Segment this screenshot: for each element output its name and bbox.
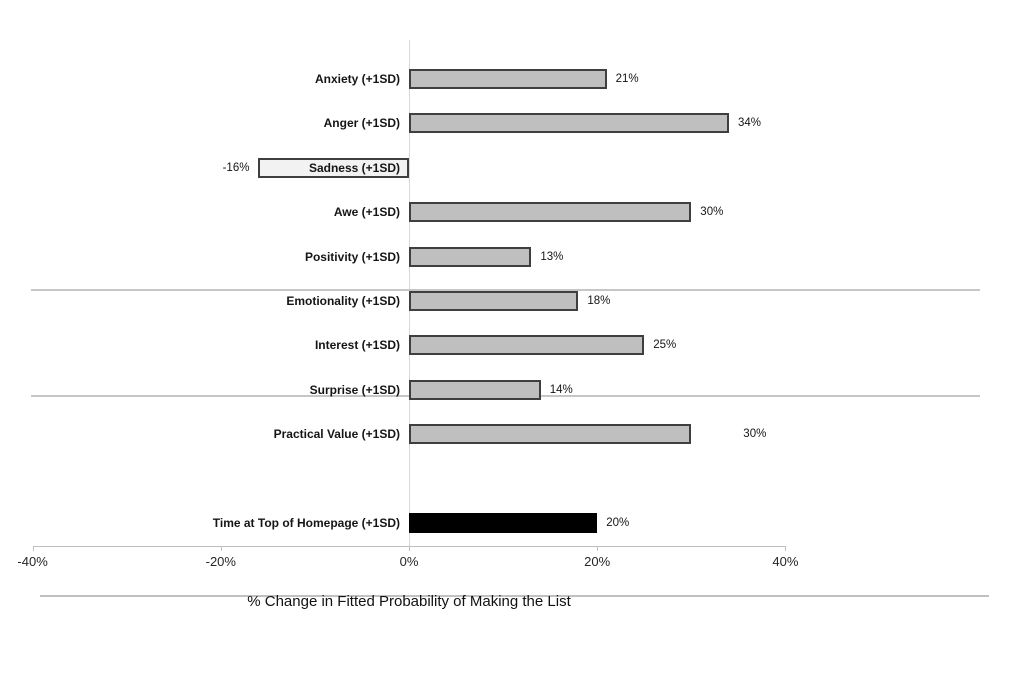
x-axis-tick-label: -40% xyxy=(17,554,48,569)
group-separator-line xyxy=(31,289,980,291)
category-label: Interest (+1SD) xyxy=(314,338,400,353)
value-label: 18% xyxy=(587,295,611,307)
value-label: 30% xyxy=(743,428,767,441)
bar xyxy=(409,202,692,223)
bar xyxy=(409,113,729,134)
x-axis-tick-label: 0% xyxy=(399,554,419,569)
x-axis-tick xyxy=(32,546,34,551)
value-label: 20% xyxy=(606,517,630,529)
value-label: 21% xyxy=(615,73,639,85)
bar xyxy=(409,335,645,356)
category-label: Time at Top of Homepage (+1SD) xyxy=(212,516,400,530)
category-label: Practical Value (+1SD) xyxy=(273,427,400,442)
category-label: Positivity (+1SD) xyxy=(304,249,400,264)
value-label: 25% xyxy=(653,339,677,352)
category-label: Anxiety (+1SD) xyxy=(314,72,400,86)
x-axis-tick-label: 20% xyxy=(584,554,611,569)
bar xyxy=(258,157,409,178)
value-label: 13% xyxy=(540,250,564,263)
bar xyxy=(409,513,598,533)
value-label: 14% xyxy=(549,383,573,396)
x-axis-tick xyxy=(409,546,410,551)
x-axis-tick xyxy=(597,546,599,551)
x-axis-tick-label: -20% xyxy=(205,554,236,569)
category-label: Anger (+1SD) xyxy=(323,116,400,131)
x-axis-tick xyxy=(785,546,787,551)
bottom-rule-line xyxy=(40,595,989,597)
category-label: Sadness (+1SD) xyxy=(308,160,400,175)
category-label: Awe (+1SD) xyxy=(333,205,400,220)
x-axis-tick-label: 40% xyxy=(772,554,799,569)
value-label: -16% xyxy=(222,161,250,174)
category-label: Emotionality (+1SD) xyxy=(286,294,400,308)
bar xyxy=(409,246,532,267)
bar xyxy=(409,379,541,400)
category-label: Surprise (+1SD) xyxy=(309,382,400,397)
value-label: 30% xyxy=(700,206,724,219)
bar xyxy=(409,291,579,311)
x-axis-tick xyxy=(220,546,222,551)
value-label: 34% xyxy=(737,117,761,130)
bar xyxy=(409,69,607,89)
x-axis-title: % Change in Fitted Probability of Making… xyxy=(247,593,571,610)
bar xyxy=(409,424,692,445)
